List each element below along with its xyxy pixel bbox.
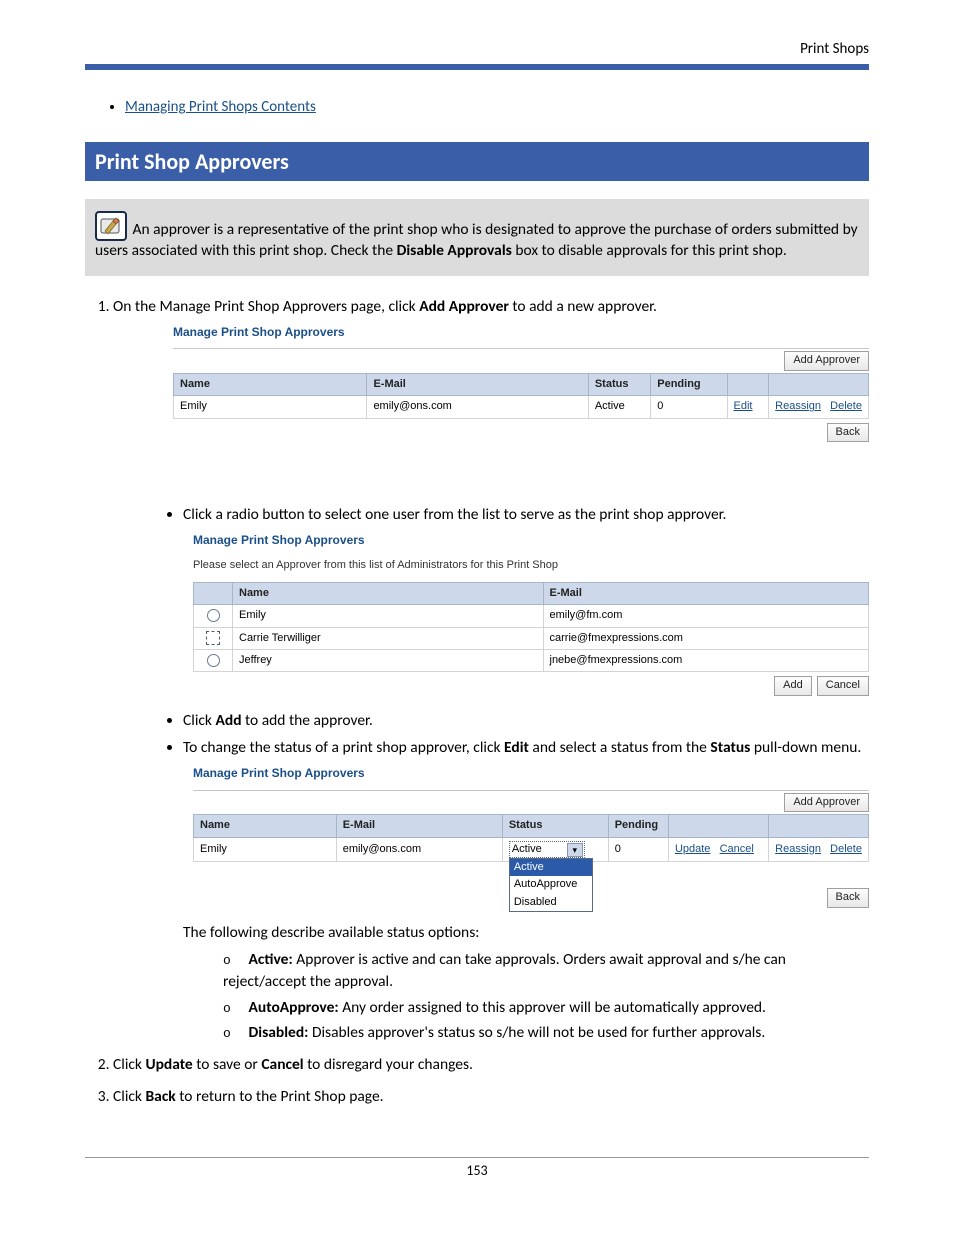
chevron-down-icon: ▾ <box>567 843 583 857</box>
dropdown-option-disabled[interactable]: Disabled <box>510 894 592 911</box>
update-link[interactable]: Update <box>675 843 710 855</box>
main-ordered-list: On the Manage Print Shop Approvers page,… <box>85 296 869 1107</box>
add-approver-button[interactable]: Add Approver <box>784 351 869 370</box>
status-dropdown[interactable]: Active ▾ Active AutoApprove Disabled <box>509 841 585 858</box>
document-page: Print Shops Managing Print Shops Content… <box>0 0 954 1209</box>
edit-approvers-table: Name E-Mail Status Pending Emily emily@o… <box>193 814 869 862</box>
radio-button[interactable] <box>207 609 220 622</box>
intro-box: An approver is a representative of the p… <box>85 199 869 276</box>
step1-sub-list: Click a radio button to select one user … <box>113 504 869 1044</box>
add-button[interactable]: Add <box>774 676 812 695</box>
status-dropdown-menu: Active AutoApprove Disabled <box>509 858 593 912</box>
reassign-link[interactable]: Reassign <box>775 843 821 855</box>
page-number: 153 <box>466 1162 487 1179</box>
intro-text-after: box to disable approvals for this print … <box>512 241 787 260</box>
step-2: Click Update to save or Cancel to disreg… <box>113 1054 869 1076</box>
page-footer: 153 <box>85 1157 869 1179</box>
cancel-link[interactable]: Cancel <box>720 843 754 855</box>
edit-icon <box>95 211 127 241</box>
table-header-row: Name E-Mail Status Pending <box>194 815 869 837</box>
edit-link[interactable]: Edit <box>734 400 753 412</box>
status-intro-text: The following describe available status … <box>183 922 869 944</box>
screenshot-edit-status: Manage Print Shop Approvers Add Approver… <box>193 765 869 907</box>
step-1: On the Manage Print Shop Approvers page,… <box>113 296 869 1044</box>
intro-bold-disable-approvals: Disable Approvals <box>397 241 512 260</box>
screenshot-approvers-list: Manage Print Shop Approvers Add Approver… <box>173 324 869 442</box>
bullet-radio: Click a radio button to select one user … <box>183 504 869 696</box>
status-option-active: Active: Approver is active and can take … <box>223 949 869 992</box>
toc-link[interactable]: Managing Print Shops Contents <box>125 98 316 116</box>
status-option-disabled: Disabled: Disables approver's status so … <box>223 1022 869 1044</box>
back-button[interactable]: Back <box>827 888 869 907</box>
table-row: Jeffrey jnebe@fmexpressions.com <box>194 650 869 672</box>
screenshot-select-approver: Manage Print Shop Approvers Please selec… <box>193 532 869 696</box>
status-option-autoapprove: AutoApprove: Any order assigned to this … <box>223 997 869 1019</box>
section-title-banner: Print Shop Approvers <box>85 142 869 181</box>
table-row: Emily emily@ons.com Active ▾ Active Auto… <box>194 837 869 861</box>
cancel-button[interactable]: Cancel <box>817 676 869 695</box>
header-rule <box>85 64 869 70</box>
ss2-title: Manage Print Shop Approvers <box>193 532 869 549</box>
delete-link[interactable]: Delete <box>830 400 862 412</box>
back-button[interactable]: Back <box>827 423 869 442</box>
delete-link[interactable]: Delete <box>830 843 862 855</box>
table-row: Carrie Terwilliger carrie@fmexpressions.… <box>194 627 869 649</box>
dropdown-option-autoapprove[interactable]: AutoApprove <box>510 876 592 893</box>
page-header-right: Print Shops <box>85 40 869 58</box>
approvers-table: Name E-Mail Status Pending Emily emily@o… <box>173 373 869 419</box>
select-approver-table: Name E-Mail Emily emily@fm.com Carrie Te… <box>193 582 869 673</box>
ss3-title: Manage Print Shop Approvers <box>193 765 869 782</box>
radio-button-focused[interactable] <box>206 631 220 645</box>
add-approver-button[interactable]: Add Approver <box>784 793 869 812</box>
bullet-edit: To change the status of a print shop app… <box>183 737 869 1043</box>
ss1-title: Manage Print Shop Approvers <box>173 324 869 341</box>
status-options-list: Active: Approver is active and can take … <box>183 949 869 1044</box>
toc-bullet: Managing Print Shops Contents <box>125 98 869 116</box>
table-row: Emily emily@fm.com <box>194 605 869 627</box>
table-header-row: Name E-Mail Status Pending <box>174 373 869 395</box>
table-row: Emily emily@ons.com Active 0 Edit Reassi… <box>174 396 869 418</box>
table-header-row: Name E-Mail <box>194 582 869 604</box>
ss2-subtext: Please select an Approver from this list… <box>193 558 869 573</box>
dropdown-option-active[interactable]: Active <box>510 859 592 876</box>
step-3: Click Back to return to the Print Shop p… <box>113 1086 869 1108</box>
radio-button[interactable] <box>207 654 220 667</box>
reassign-link[interactable]: Reassign <box>775 400 821 412</box>
bullet-add: Click Add to add the approver. <box>183 710 869 732</box>
